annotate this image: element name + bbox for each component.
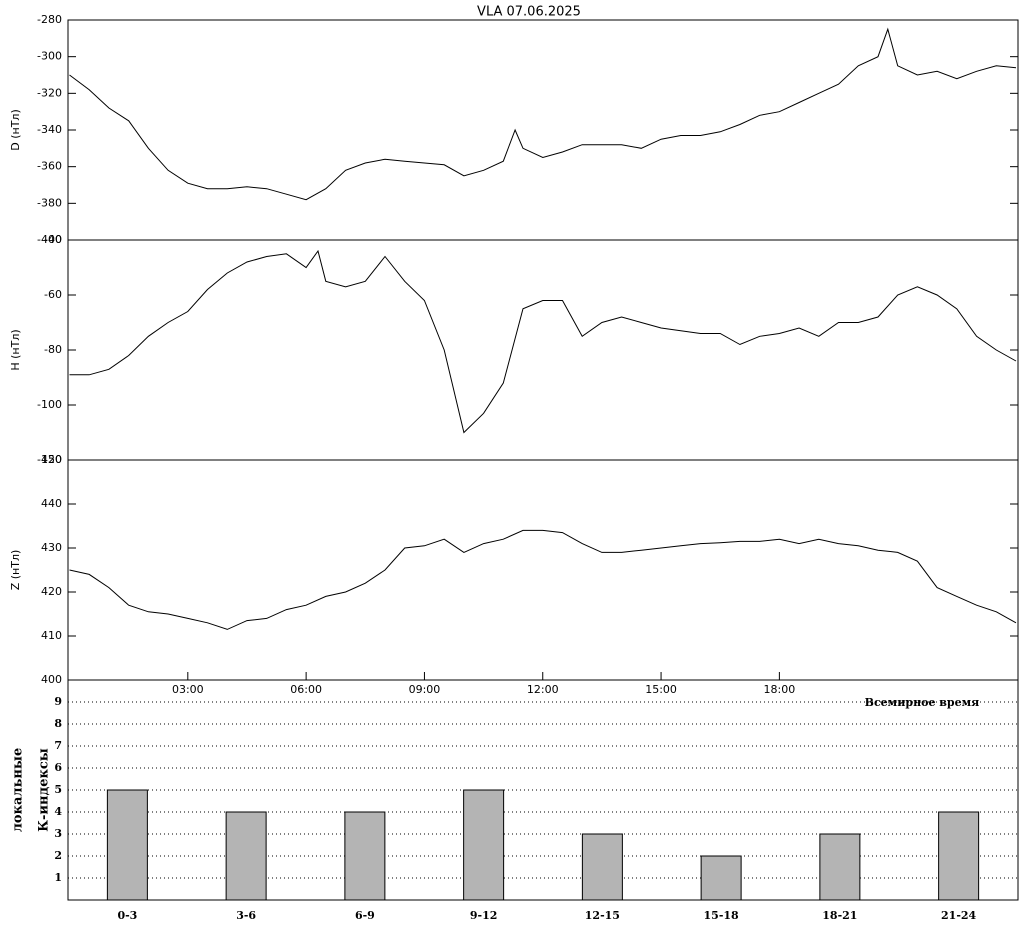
x-tick-label: 18:00 — [764, 683, 796, 696]
y-axis-label: H (нТл) — [9, 329, 22, 370]
x-tick-label: 21-24 — [941, 909, 977, 921]
bar — [581, 833, 623, 901]
y-tick-label: 430 — [41, 541, 62, 554]
x-axis-label: Всемирное время — [865, 696, 980, 709]
y-tick-label: 420 — [41, 585, 62, 598]
y-tick-label: -400 — [37, 233, 62, 246]
y-tick-label: 2 — [54, 849, 62, 862]
bar — [106, 789, 148, 901]
y-tick-label: 450 — [41, 453, 62, 466]
y-axis-label: локальные — [11, 748, 26, 832]
y-tick-label: -280 — [37, 13, 62, 26]
data-line — [69, 529, 1017, 630]
plot-frame — [67, 679, 1019, 901]
y-tick-label: 5 — [54, 783, 62, 796]
x-tick-label: 18-21 — [822, 909, 857, 921]
y-tick-label: 6 — [54, 761, 62, 774]
y-tick-label: -40 — [44, 233, 62, 246]
y-tick-label: -60 — [44, 288, 62, 301]
y-tick-label: 410 — [41, 629, 62, 642]
y-axis-label: Z (нТл) — [9, 550, 22, 591]
y-tick-label: -300 — [37, 50, 62, 63]
x-tick-label: 3-6 — [236, 909, 256, 921]
y-tick-label: -360 — [37, 160, 62, 173]
y-axis-label: D (нТл) — [9, 109, 22, 151]
x-tick-label: 09:00 — [409, 683, 441, 696]
data-line — [69, 249, 1017, 434]
bar — [344, 811, 386, 901]
bar — [819, 833, 861, 901]
y-tick-label: -340 — [37, 123, 62, 136]
plot-frame — [67, 239, 1019, 461]
y-tick-label: 1 — [54, 871, 62, 884]
x-tick-label: 12-15 — [585, 909, 620, 921]
x-tick-label: 0-3 — [117, 909, 137, 921]
x-tick-label: 9-12 — [470, 909, 498, 921]
y-tick-label: 7 — [54, 739, 62, 752]
chart-title: VLA 07.06.2025 — [477, 5, 581, 20]
bar — [463, 789, 505, 901]
y-tick-label: 400 — [41, 673, 62, 686]
y-axis-label: К-индексы — [37, 748, 52, 832]
plot-frame — [67, 459, 1019, 681]
y-tick-label: 440 — [41, 497, 62, 510]
y-tick-label: 8 — [54, 717, 62, 730]
bar — [938, 811, 980, 901]
bar — [225, 811, 267, 901]
y-tick-label: -100 — [37, 398, 62, 411]
x-tick-label: 15-18 — [704, 909, 740, 921]
y-tick-label: 4 — [54, 805, 62, 818]
x-tick-label: 06:00 — [290, 683, 322, 696]
x-tick-label: 6-9 — [355, 909, 375, 921]
y-tick-label: -320 — [37, 86, 62, 99]
y-tick-label: -120 — [37, 453, 62, 466]
x-tick-label: 03:00 — [172, 683, 204, 696]
plot-frame — [67, 19, 1019, 241]
bar — [700, 855, 742, 901]
x-tick-label: 12:00 — [527, 683, 559, 696]
y-tick-label: 9 — [54, 695, 62, 708]
y-tick-label: 3 — [54, 827, 62, 840]
data-line — [69, 27, 1017, 201]
y-tick-label: -380 — [37, 196, 62, 209]
y-tick-label: -80 — [44, 343, 62, 356]
x-tick-label: 15:00 — [645, 683, 677, 696]
